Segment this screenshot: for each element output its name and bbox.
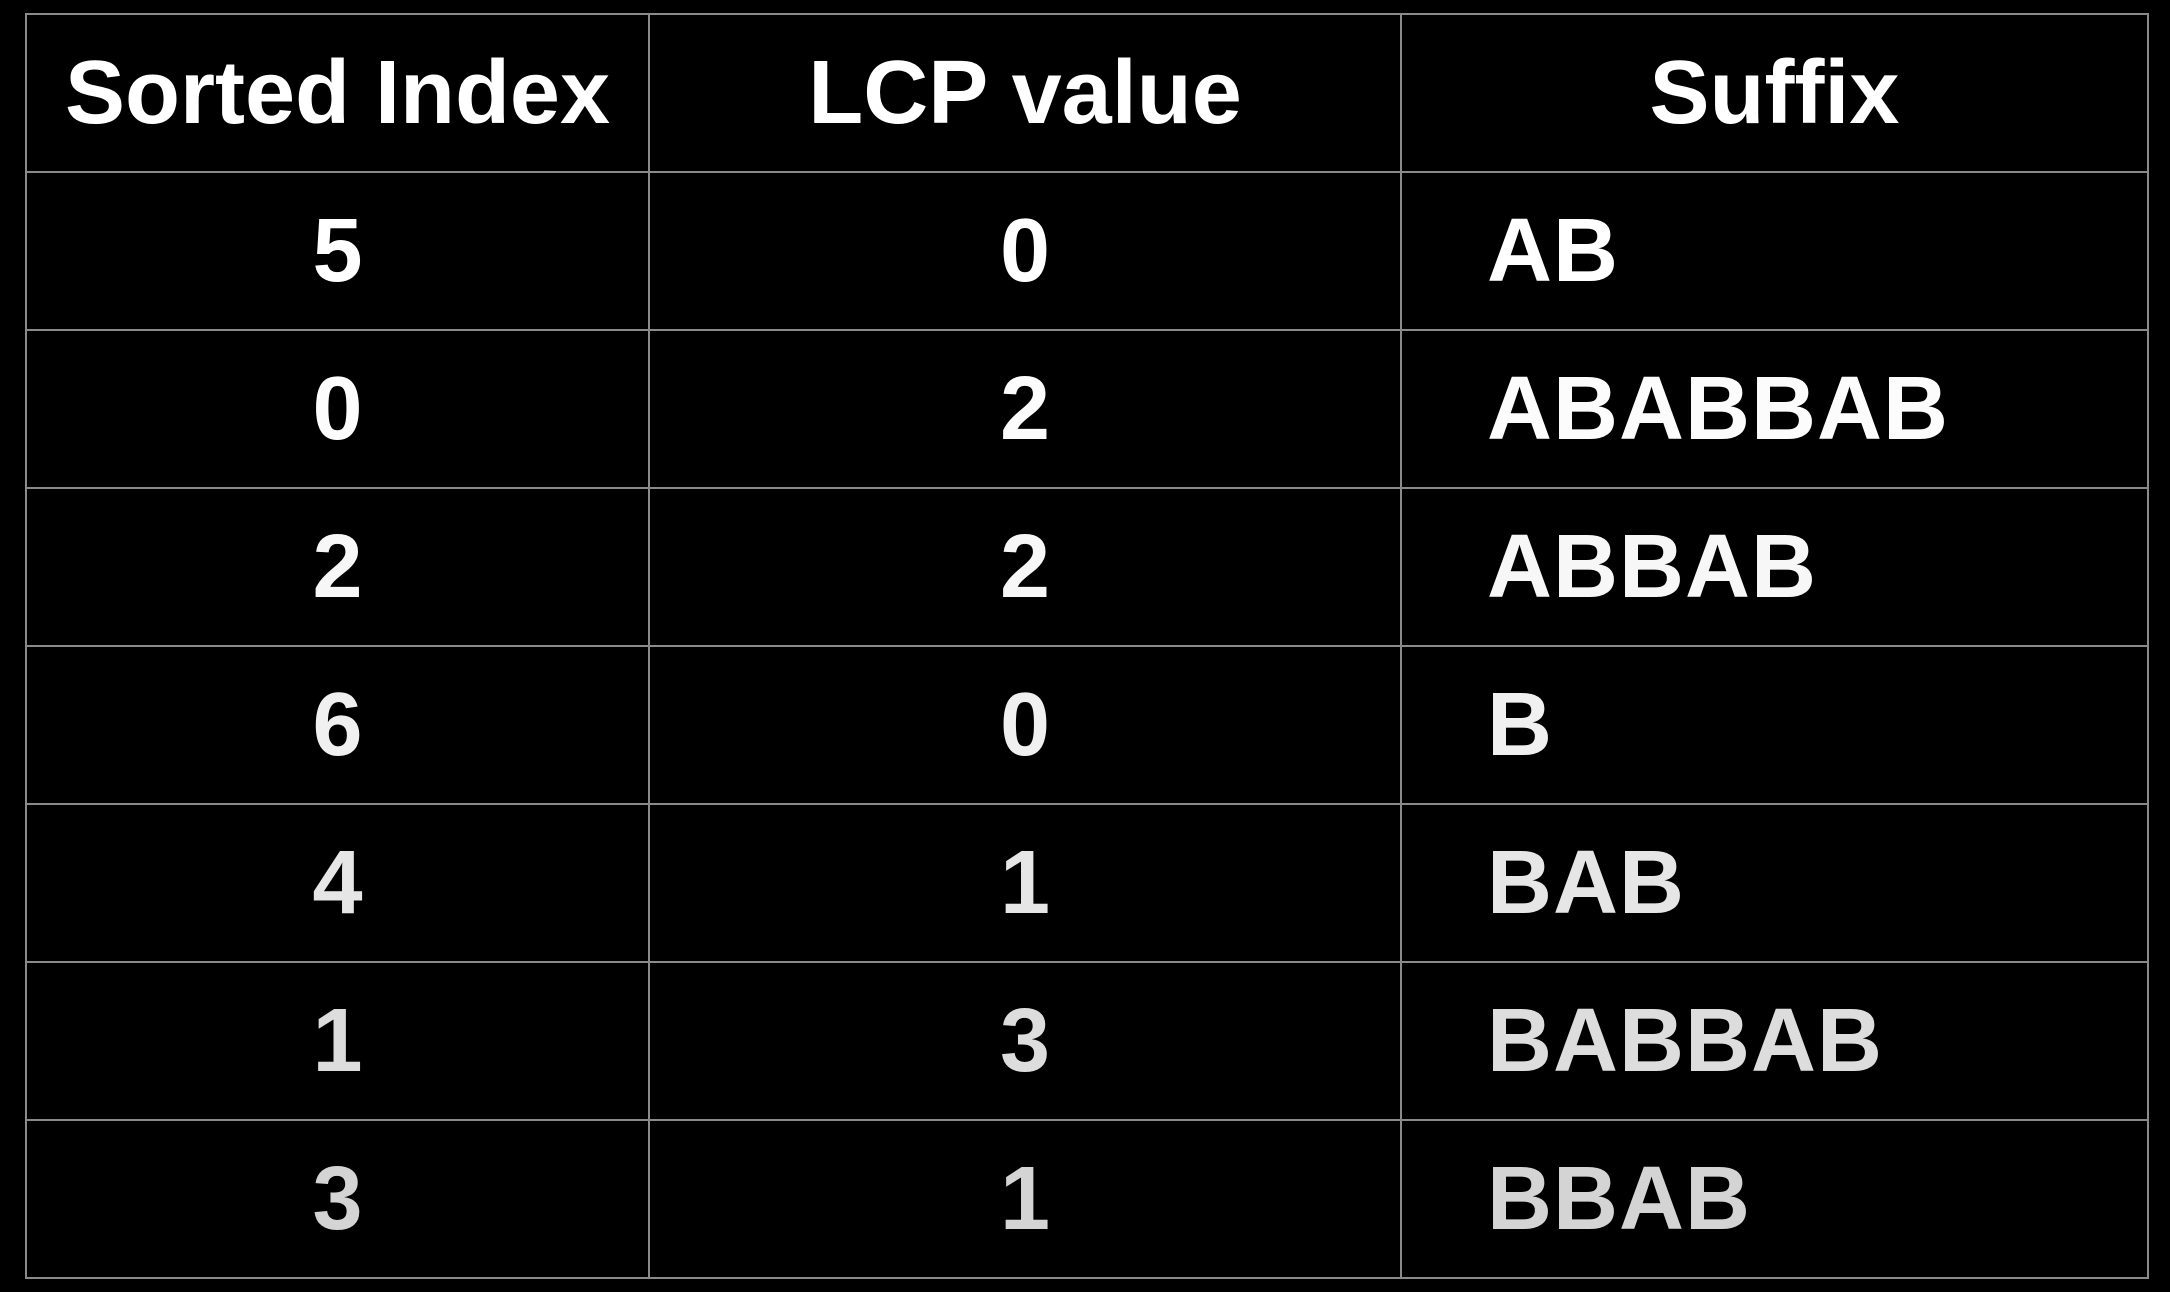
cell-suffix: AB: [1400, 171, 2149, 331]
cell-lcp-value: 3: [648, 961, 1402, 1121]
cell-suffix: BABBAB: [1400, 961, 2149, 1121]
cell-sorted-index: 4: [25, 803, 650, 963]
cell-sorted-index: 2: [25, 487, 650, 647]
header-lcp-value: LCP value: [648, 13, 1402, 173]
cell-lcp-value: 1: [648, 803, 1402, 963]
table-row: 2 2 ABBAB: [25, 487, 2149, 647]
header-sorted-index: Sorted Index: [25, 13, 650, 173]
cell-lcp-value: 0: [648, 171, 1402, 331]
table-row: 0 2 ABABBAB: [25, 329, 2149, 489]
table-header-row: Sorted Index LCP value Suffix: [25, 13, 2149, 173]
cell-sorted-index: 3: [25, 1119, 650, 1279]
table-row: 5 0 AB: [25, 171, 2149, 331]
cell-sorted-index: 1: [25, 961, 650, 1121]
cell-lcp-value: 0: [648, 645, 1402, 805]
cell-lcp-value: 1: [648, 1119, 1402, 1279]
cell-suffix: ABBAB: [1400, 487, 2149, 647]
cell-lcp-value: 2: [648, 487, 1402, 647]
table-row: 1 3 BABBAB: [25, 961, 2149, 1121]
cell-sorted-index: 0: [25, 329, 650, 489]
cell-sorted-index: 6: [25, 645, 650, 805]
cell-lcp-value: 2: [648, 329, 1402, 489]
cell-suffix: ABABBAB: [1400, 329, 2149, 489]
table-row: 4 1 BAB: [25, 803, 2149, 963]
cell-suffix: BBAB: [1400, 1119, 2149, 1279]
cell-suffix: BAB: [1400, 803, 2149, 963]
table-row: 6 0 B: [25, 645, 2149, 805]
suffix-lcp-table: Sorted Index LCP value Suffix 5 0 AB 0 2…: [25, 13, 2149, 1279]
cell-suffix: B: [1400, 645, 2149, 805]
cell-sorted-index: 5: [25, 171, 650, 331]
header-suffix: Suffix: [1400, 13, 2149, 173]
table-row: 3 1 BBAB: [25, 1119, 2149, 1279]
